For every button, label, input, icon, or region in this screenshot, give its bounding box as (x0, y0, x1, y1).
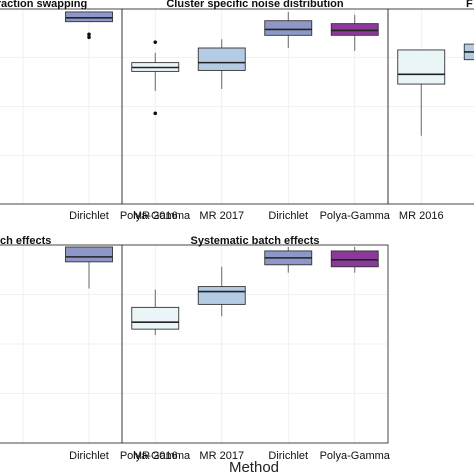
box-iqr (197, 286, 246, 305)
x-tick-label: Dirichlet (69, 210, 109, 222)
x-tick-label: MR 2016 (399, 210, 444, 222)
facet-panel-2: MR 2016 MR 2017 Dirichlet Polya-Gamma Cluste… (121, 0, 391, 222)
facet-panel-5: MR 2016 MR 2017 Dirichlet Polya-Gamma System… (121, 235, 391, 462)
facet-plot-area (122, 9, 388, 204)
box-iqr (131, 306, 180, 330)
x-tick-label: Polya-Gamma (120, 210, 191, 222)
facet-title: raction swapping (0, 0, 87, 10)
box-iqr (330, 23, 379, 36)
x-tick-label: Dirichlet (69, 450, 109, 462)
facet-title: F (466, 0, 473, 10)
x-tick-label: MR 2017 (199, 450, 244, 462)
box-dirichlet (65, 11, 113, 40)
facet-plot-area (388, 9, 474, 204)
box-mr-2016 (397, 49, 446, 136)
box-polya-gamma (330, 14, 379, 51)
box-iqr (264, 20, 313, 36)
box-mr-2017 (197, 266, 246, 317)
facet-title: ch effects (0, 235, 51, 247)
box-iqr (65, 11, 113, 23)
box-polya-gamma (330, 246, 379, 273)
box-iqr (65, 246, 113, 263)
x-tick-label: MR 2017 (199, 210, 244, 222)
x-tick-label: Polya-Gamma (120, 450, 191, 462)
box-mr-2016 (131, 289, 180, 336)
outlier-point (87, 32, 91, 37)
x-tick-label: Polya-Gamma (320, 450, 391, 462)
facet-title: Cluster specific noise distribution (166, 0, 344, 10)
outlier-point (153, 40, 158, 44)
box-dirichlet (65, 246, 113, 289)
facet-panel-1: Dirichlet Polya-Gamma raction swapping (0, 0, 191, 222)
facet-panel-border (387, 8, 474, 205)
x-tick-label: Dirichlet (268, 210, 308, 222)
facet-title: Systematic batch effects (191, 235, 320, 247)
box-mr-2017 (463, 43, 474, 61)
facet-plot-area (122, 245, 388, 443)
box-mr-2017 (197, 39, 246, 89)
facet-plot-area (0, 245, 122, 443)
box-iqr (397, 49, 446, 85)
facet-plot-area (0, 9, 122, 204)
facet-panel-border (121, 244, 389, 444)
box-mr-2016 (131, 40, 180, 116)
box-dirichlet (264, 246, 313, 273)
x-tick-label: MR 2016 (133, 450, 178, 462)
x-tick-label: MR 2016 (133, 210, 178, 222)
box-iqr (330, 250, 379, 268)
outlier-point (153, 111, 158, 116)
x-tick-label: Polya-Gamma (320, 210, 391, 222)
facet-panel-4: Dirichlet Polya-Gamma ch effects (0, 235, 191, 462)
facet-panel-3: MR 2016MIF (387, 0, 474, 222)
x-tick-label: Dirichlet (268, 450, 308, 462)
x-axis-title: Method (229, 459, 279, 474)
box-iqr (197, 47, 246, 71)
box-dirichlet (264, 11, 313, 48)
outlier-point (87, 35, 91, 40)
